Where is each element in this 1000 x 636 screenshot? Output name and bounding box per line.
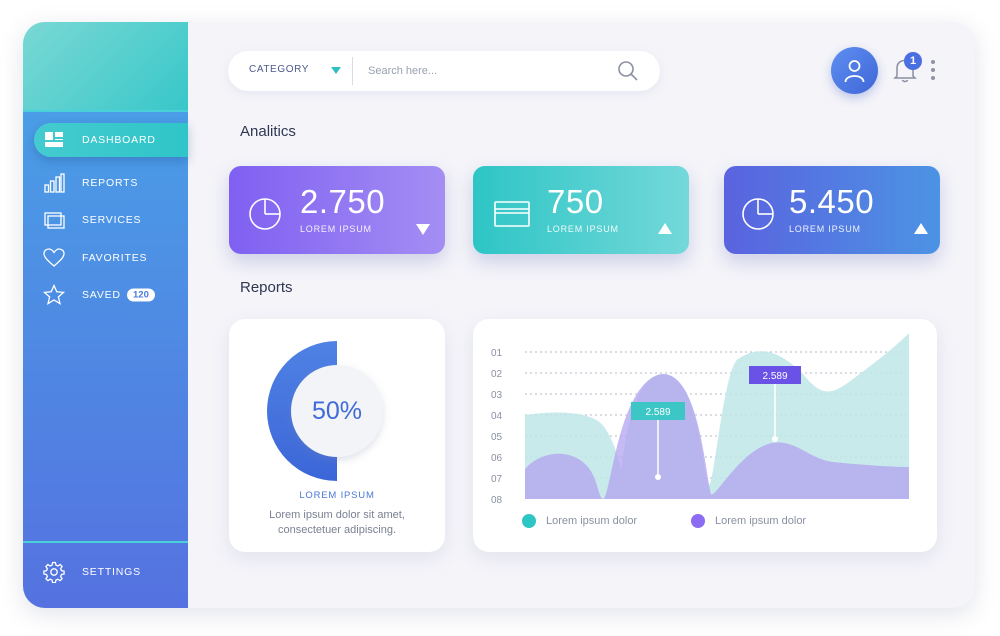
donut-description: Lorem ipsum dolor sit amet, consectetuer… [269, 509, 405, 536]
annotation-label: 2.589 [762, 371, 787, 382]
stat-value: 2.750 [300, 183, 386, 220]
legend-label: Lorem ipsum dolor [546, 515, 638, 527]
trend-down-icon [416, 224, 430, 235]
stat-card[interactable]: 5.450 LOREM IPSUM [724, 166, 940, 254]
notification-badge: 1 [904, 52, 922, 70]
y-tick-label: 04 [491, 411, 503, 422]
y-tick-label: 02 [491, 369, 503, 380]
sidebar-nav [23, 110, 188, 608]
trend-up-icon [914, 223, 928, 234]
legend-dot-purple [691, 514, 705, 528]
sidebar-item-label: FAVORITES [82, 252, 148, 264]
sidebar-item-label: SETTINGS [82, 566, 141, 578]
search-input[interactable] [368, 60, 608, 82]
sidebar-item-label: SERVICES [82, 214, 142, 226]
pie-chart-icon [249, 198, 281, 230]
saved-count-badge: 120 [127, 288, 155, 302]
y-tick-label: 07 [491, 474, 503, 485]
donut-percent: 50% [311, 397, 363, 425]
area-chart-card: 01 02 03 04 05 06 07 08 2.589 2.589 Lorem ipsum… [473, 319, 937, 552]
chevron-down-icon[interactable] [331, 67, 341, 74]
trend-up-icon [658, 223, 672, 234]
donut-title: LOREM IPSUM [299, 490, 375, 501]
user-icon [844, 60, 865, 83]
donut-center [291, 365, 383, 457]
stat-label: LOREM IPSUM [300, 224, 372, 234]
series-area-purple [525, 374, 909, 499]
y-tick-label: 01 [491, 348, 503, 359]
y-tick-label: 03 [491, 390, 503, 401]
sidebar-item-label: DASHBOARD [82, 134, 156, 146]
sidebar-logo-area [23, 22, 188, 110]
stacked-windows-icon [44, 212, 65, 229]
pie-chart-icon [742, 198, 774, 230]
sidebar-item-favorites[interactable]: FAVORITES [23, 241, 188, 275]
legend-item: Lorem ipsum dolor [522, 514, 637, 528]
sidebar: DASHBOARD REPORTS SERVICES FAVORITES [23, 22, 188, 608]
legend-label: Lorem ipsum dolor [715, 515, 807, 527]
dashboard-icon [45, 132, 63, 147]
stat-card[interactable]: 2.750 LOREM IPSUM [229, 166, 445, 254]
stat-value: 750 [547, 183, 604, 220]
more-options-icon[interactable] [929, 60, 937, 82]
y-tick-label: 05 [491, 432, 503, 443]
annotation-marker-right [749, 366, 801, 442]
donut-chart: 50% [267, 341, 407, 481]
heart-icon [43, 248, 65, 267]
sidebar-item-services[interactable]: SERVICES [23, 203, 188, 237]
stat-label: LOREM IPSUM [789, 224, 861, 234]
donut-svg [267, 341, 383, 481]
stat-value: 5.450 [789, 183, 875, 220]
annotation-label: 2.589 [645, 407, 670, 418]
gear-icon [43, 561, 65, 583]
sidebar-divider [23, 541, 188, 543]
sidebar-item-label: SAVED [82, 289, 121, 301]
reports-title: Reports [240, 279, 293, 296]
sidebar-item-saved[interactable]: SAVED 120 [23, 278, 188, 312]
stat-card[interactable]: 750 LOREM IPSUM [473, 166, 689, 254]
search-divider [352, 57, 353, 85]
annotation-marker-left [631, 402, 685, 480]
credit-card-icon [494, 201, 530, 227]
sidebar-item-settings[interactable]: SETTINGS [23, 555, 188, 589]
star-icon [43, 284, 65, 305]
app-window: DASHBOARD REPORTS SERVICES FAVORITES [23, 22, 975, 608]
sidebar-item-reports[interactable]: REPORTS [23, 166, 188, 200]
bar-chart-icon [44, 173, 65, 193]
analytics-title: Analitics [240, 123, 296, 140]
search-icon[interactable] [616, 59, 640, 83]
legend-item: Lorem ipsum dolor [691, 514, 806, 528]
sidebar-item-dashboard[interactable]: DASHBOARD [34, 123, 188, 157]
sidebar-item-label: REPORTS [82, 177, 139, 189]
avatar[interactable] [831, 47, 878, 94]
donut-card: 50% LOREM IPSUM Lorem ipsum dolor sit am… [229, 319, 445, 552]
y-tick-label: 08 [491, 495, 503, 506]
category-dropdown[interactable]: CATEGORY [249, 64, 309, 75]
y-tick-label: 06 [491, 453, 503, 464]
legend-dot-teal [522, 514, 536, 528]
search-bar: CATEGORY [228, 51, 660, 91]
stat-label: LOREM IPSUM [547, 224, 619, 234]
area-chart: 01 02 03 04 05 06 07 08 2.589 2.589 [491, 333, 909, 506]
